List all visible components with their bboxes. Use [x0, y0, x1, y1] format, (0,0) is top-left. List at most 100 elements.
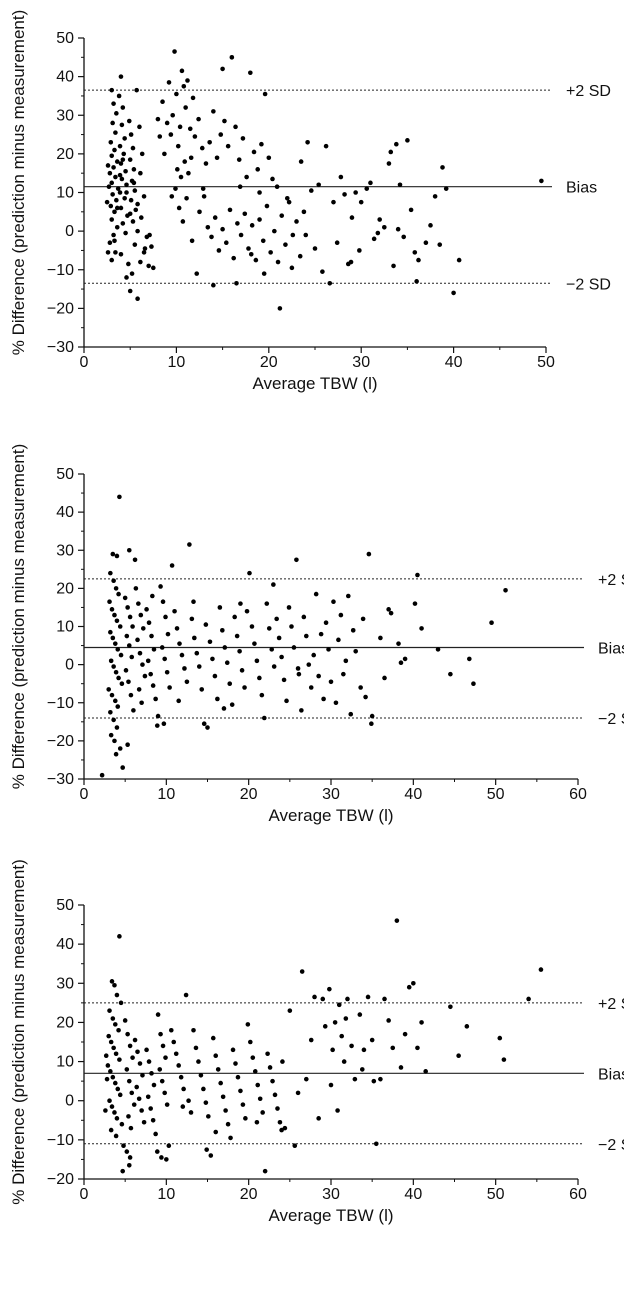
data-point — [113, 1051, 119, 1057]
data-point — [103, 1108, 108, 1113]
data-point — [357, 248, 362, 253]
x-tick-label: 20 — [260, 354, 278, 371]
data-point — [115, 647, 121, 652]
data-point — [110, 120, 115, 126]
y-tick-label: 50 — [56, 30, 74, 47]
data-point — [166, 80, 172, 85]
data-point — [161, 721, 167, 727]
data-point — [239, 668, 245, 673]
data-point — [295, 666, 301, 671]
data-point — [139, 700, 144, 706]
data-point — [233, 124, 238, 130]
data-point — [118, 205, 124, 211]
data-point — [348, 711, 354, 717]
data-point — [173, 186, 178, 191]
data-point — [108, 629, 113, 635]
data-point — [176, 698, 181, 704]
data-point — [249, 624, 255, 629]
data-point — [170, 112, 176, 118]
data-point — [252, 641, 257, 646]
data-point — [394, 918, 400, 923]
y-axis-label: % Difference (prediction minus measureme… — [9, 10, 28, 356]
data-point — [349, 215, 355, 220]
data-point — [110, 551, 116, 557]
x-tick-label: 10 — [168, 354, 186, 371]
data-point — [414, 279, 419, 284]
data-point — [136, 687, 142, 692]
data-point — [180, 1104, 186, 1109]
x-axis-label: Average TBW (l) — [252, 374, 377, 393]
y-tick-label: 0 — [65, 223, 74, 240]
data-point — [120, 157, 126, 162]
data-point — [153, 696, 158, 702]
data-point — [118, 1000, 124, 1006]
data-point — [238, 1088, 243, 1094]
data-point — [229, 55, 235, 60]
data-point — [148, 671, 153, 677]
data-point — [223, 1108, 228, 1113]
data-point — [110, 1016, 116, 1021]
y-tick-label: 40 — [56, 69, 74, 86]
data-point — [113, 669, 119, 675]
data-point — [185, 78, 190, 83]
data-point — [147, 232, 152, 238]
data-point — [108, 658, 114, 664]
y-tick-label: −20 — [47, 300, 74, 317]
y-tick-label: 0 — [65, 1093, 74, 1110]
x-tick-label: 0 — [80, 1186, 89, 1203]
data-point — [138, 612, 144, 618]
data-point — [120, 765, 125, 770]
data-point — [108, 1039, 114, 1045]
data-point — [331, 199, 336, 205]
data-point — [106, 1033, 111, 1039]
data-point — [151, 647, 157, 652]
y-tick-label: 30 — [56, 975, 74, 992]
x-axis-label: Average TBW (l) — [268, 1206, 393, 1225]
data-point — [159, 1078, 165, 1084]
y-tick-label: 40 — [56, 504, 74, 521]
data-point — [267, 1065, 273, 1070]
data-point — [112, 738, 117, 744]
data-point — [112, 1080, 118, 1086]
data-point — [471, 681, 476, 686]
data-point — [187, 126, 193, 132]
data-point — [290, 232, 296, 238]
data-point — [114, 1116, 120, 1121]
data-point — [116, 1027, 121, 1033]
data-point — [131, 1102, 137, 1107]
data-point — [279, 654, 284, 660]
data-point — [112, 1110, 117, 1115]
data-point — [153, 1131, 158, 1137]
data-point — [247, 570, 252, 576]
data-point — [141, 1119, 147, 1125]
data-point — [103, 1053, 109, 1058]
data-point — [117, 746, 123, 751]
data-point — [157, 134, 163, 139]
data-point — [104, 1076, 110, 1082]
data-point — [111, 232, 116, 238]
data-point — [110, 192, 115, 197]
data-point — [371, 236, 377, 242]
data-point — [432, 194, 438, 199]
data-point — [199, 145, 205, 151]
data-point — [149, 633, 154, 639]
data-point — [115, 704, 121, 709]
data-point — [146, 620, 152, 625]
data-point — [108, 570, 113, 576]
data-point — [124, 190, 129, 195]
data-point — [111, 101, 116, 106]
data-point — [361, 1047, 367, 1053]
x-tick-label: 0 — [80, 786, 89, 803]
y-tick-label: −10 — [47, 1132, 74, 1149]
y-tick-label: 10 — [56, 619, 74, 636]
data-point — [140, 1072, 145, 1078]
data-point — [408, 207, 414, 213]
data-point — [108, 732, 114, 738]
data-point — [402, 1031, 408, 1037]
data-point — [283, 242, 288, 247]
x-tick-label: 30 — [322, 1186, 340, 1203]
data-point — [145, 658, 151, 664]
data-point — [415, 1045, 420, 1051]
data-point — [359, 1067, 365, 1072]
data-point — [250, 1055, 256, 1060]
